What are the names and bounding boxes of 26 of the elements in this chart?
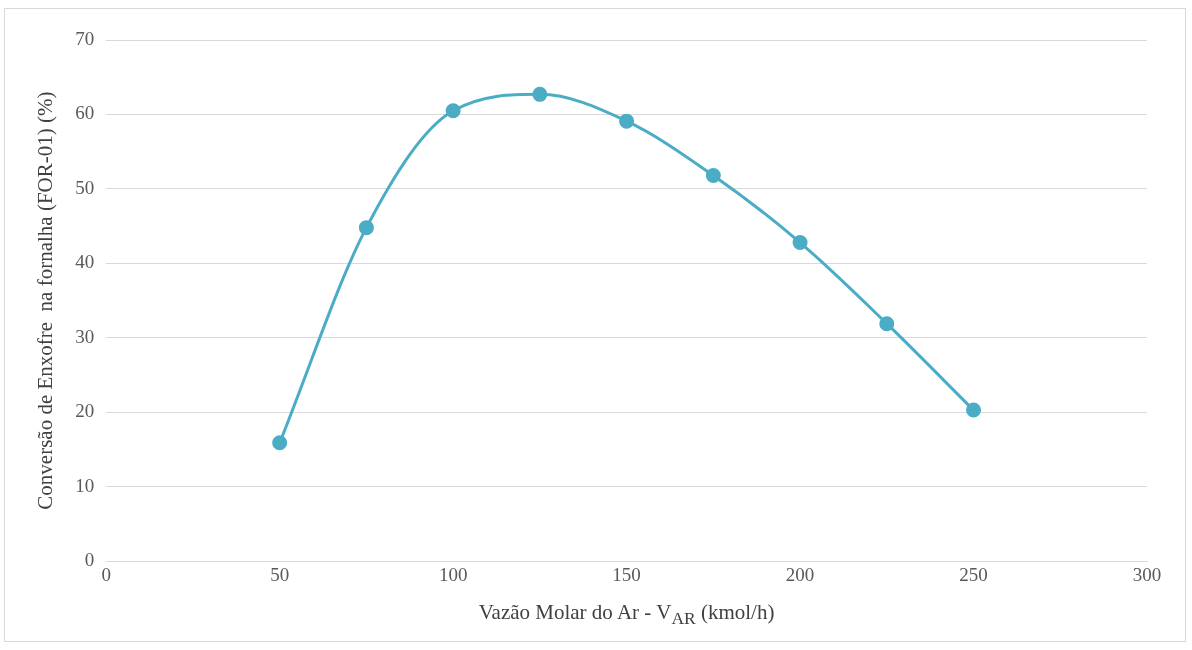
point xyxy=(879,316,895,332)
point xyxy=(445,103,461,119)
y-tick-label: 20 xyxy=(75,400,95,422)
y-tick-label: 50 xyxy=(75,176,95,198)
y-tick-label: 40 xyxy=(75,251,95,273)
y-tick-label: 70 xyxy=(75,27,95,49)
point xyxy=(966,402,982,418)
point xyxy=(358,220,374,236)
point xyxy=(792,235,808,251)
x-tick-label: 0 xyxy=(101,563,111,585)
y-axis-title: Conversão de Enxofre na fornalha (FOR-01) (%) xyxy=(33,91,58,510)
x-tick-label: 50 xyxy=(270,563,290,585)
x-tick-label: 300 xyxy=(1132,563,1162,585)
y-tick-label: 60 xyxy=(75,102,95,124)
point xyxy=(619,113,635,129)
point xyxy=(272,435,288,451)
x-tick-label: 100 xyxy=(438,563,468,585)
x-axis-title: Vazão Molar do Ar - V$_{AR}$ (kmol/h) xyxy=(478,600,775,630)
x-tick-label: 250 xyxy=(959,563,988,585)
y-tick-label: 0 xyxy=(84,549,95,571)
x-tick-label: 150 xyxy=(612,563,641,585)
x-tick-label: 200 xyxy=(785,563,815,585)
y-tick-label: 10 xyxy=(75,474,95,496)
y-tick-label: 30 xyxy=(75,325,95,347)
point xyxy=(532,86,548,102)
point xyxy=(705,168,721,184)
